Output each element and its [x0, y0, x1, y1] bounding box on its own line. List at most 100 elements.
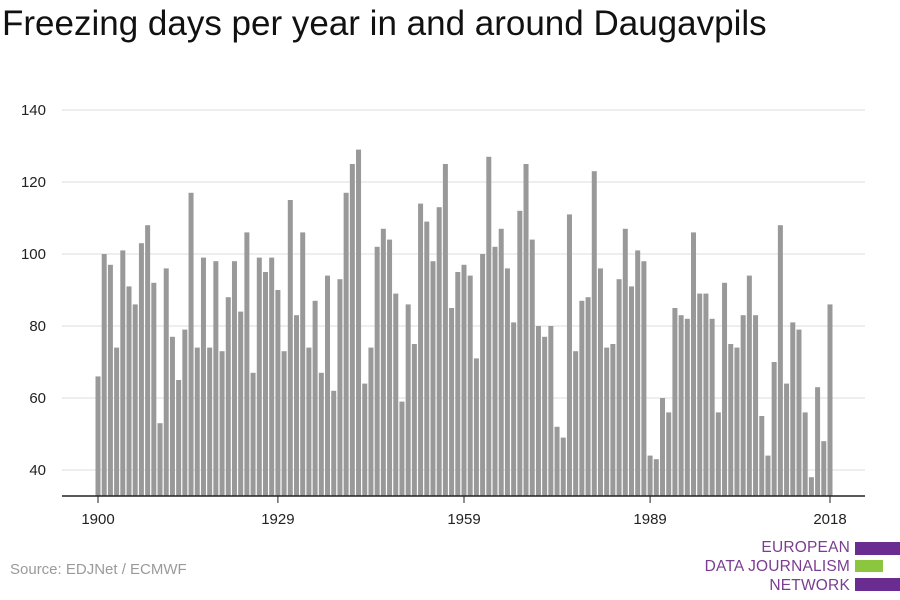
bar-1924 [244, 232, 250, 496]
bar-1931 [287, 200, 293, 496]
bar-1925 [250, 372, 256, 496]
bar-1955 [436, 207, 442, 496]
bar-1946 [380, 228, 386, 497]
bar-1952 [418, 203, 424, 496]
bar-1947 [387, 239, 393, 496]
bar-1937 [325, 275, 331, 496]
bar-1926 [256, 257, 262, 496]
bar-1993 [672, 308, 678, 496]
bar-1977 [573, 351, 579, 496]
bar-1963 [486, 156, 492, 497]
bar-1945 [374, 246, 380, 496]
bar-1940 [343, 192, 349, 497]
bar-1981 [597, 268, 603, 496]
bar-1913 [176, 380, 182, 496]
bar-2009 [771, 362, 777, 496]
bar-1949 [399, 401, 405, 496]
bar-1919 [213, 261, 219, 496]
bar-1964 [492, 246, 498, 496]
bars [95, 149, 833, 497]
bar-2000 [715, 412, 721, 496]
bar-1905 [126, 286, 132, 496]
bar-1912 [169, 336, 175, 496]
bar-1986 [628, 286, 634, 496]
bar-1959 [461, 264, 467, 496]
bar-2007 [759, 416, 765, 496]
bar-1921 [225, 297, 231, 496]
bar-1942 [356, 149, 362, 496]
chart-title: Freezing days per year in and around Dau… [2, 4, 767, 43]
bar-1984 [616, 279, 622, 496]
bar-1938 [331, 390, 337, 496]
edjnet-logo[interactable]: EUROPEAN DATA JOURNALISM NETWORK [680, 539, 900, 595]
bar-1909 [151, 282, 157, 496]
y-tick-label: 140 [21, 102, 46, 119]
bar-1970 [529, 239, 535, 496]
bar-1975 [560, 437, 566, 496]
bar-1956 [442, 164, 448, 496]
bar-1965 [498, 228, 504, 497]
bar-2013 [796, 329, 802, 496]
bar-2006 [753, 315, 759, 496]
bar-1980 [591, 171, 597, 496]
bar-2012 [790, 322, 796, 496]
bar-1944 [368, 347, 374, 496]
bar-2018 [827, 304, 833, 496]
bar-1950 [405, 304, 411, 496]
bar-1902 [107, 264, 113, 496]
bar-1974 [554, 426, 560, 496]
logo-line-data-journalism: DATA JOURNALISM [704, 558, 850, 575]
bar-2008 [765, 455, 771, 496]
bar-2005 [746, 275, 752, 496]
bar-1929 [275, 290, 281, 496]
bar-1983 [610, 344, 616, 496]
bar-1972 [542, 336, 548, 496]
bar-1911 [163, 268, 169, 496]
logo-bar-green [855, 560, 883, 572]
bar-1900 [95, 376, 101, 496]
bar-1939 [337, 279, 343, 496]
bar-1990 [653, 459, 659, 496]
bar-1976 [566, 214, 572, 496]
bar-1907 [138, 243, 144, 496]
bar-1996 [691, 232, 697, 496]
bar-1915 [188, 192, 194, 497]
y-axis-ticks: 40 60 80 100 120 140 [21, 102, 46, 479]
bar-1951 [411, 344, 417, 496]
bar-1991 [660, 398, 666, 496]
bar-1985 [622, 228, 628, 497]
bar-2017 [821, 441, 827, 496]
bar-2003 [734, 347, 740, 496]
bar-1908 [145, 225, 151, 496]
x-axis-ticks: 1900 1929 1959 1989 2018 [81, 496, 847, 528]
bar-1928 [269, 257, 275, 496]
bar-1903 [114, 347, 120, 496]
bar-1960 [467, 275, 473, 496]
bar-1916 [194, 347, 200, 496]
bar-1936 [318, 372, 324, 496]
bar-1989 [647, 455, 653, 496]
bar-1927 [262, 272, 268, 496]
y-tick-label: 40 [29, 462, 46, 479]
bar-1932 [294, 315, 300, 496]
bar-1953 [424, 221, 430, 496]
logo-line-european: EUROPEAN [761, 539, 850, 556]
bar-1982 [604, 347, 610, 496]
bar-1930 [281, 351, 287, 496]
bar-1997 [697, 293, 703, 496]
bar-1901 [101, 254, 107, 496]
bar-1957 [449, 308, 455, 496]
bar-1994 [678, 315, 684, 496]
bar-1917 [200, 257, 206, 496]
source-note: Source: EDJNet / ECMWF [10, 561, 187, 578]
bar-2011 [784, 383, 790, 496]
bar-1961 [473, 358, 479, 496]
bar-1999 [709, 318, 715, 496]
bar-1904 [120, 250, 126, 496]
logo-bar-purple-top [855, 542, 900, 555]
bar-2015 [808, 477, 814, 496]
bar-1992 [666, 412, 672, 496]
bar-1998 [703, 293, 709, 496]
bar-1995 [684, 318, 690, 496]
